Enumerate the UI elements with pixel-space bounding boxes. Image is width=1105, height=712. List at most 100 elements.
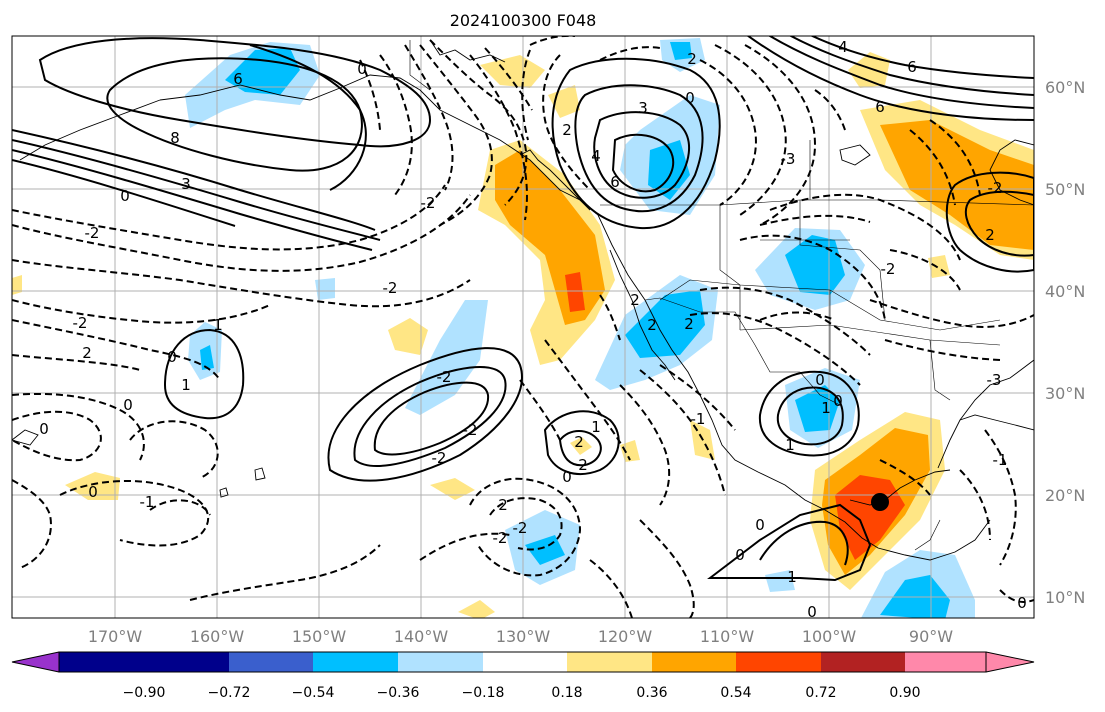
lon-label: 140°W (394, 627, 449, 646)
colorbar-frame (58, 651, 987, 673)
lat-label: 20°N (1045, 486, 1085, 505)
contour-label: 6 (875, 98, 885, 116)
contour-label: 3 (181, 175, 191, 193)
contour-label: 6 (233, 70, 243, 88)
contour-label: 0 (357, 60, 367, 78)
solid-contours (12, 36, 1034, 582)
colorbar-extend-low (12, 652, 59, 672)
contour-label: -2 (73, 314, 88, 332)
contour-label: 1 (787, 568, 797, 586)
contour-label: -1 (691, 410, 706, 428)
location-marker-dot (871, 493, 889, 511)
contour-label: 2 (574, 433, 584, 451)
colorbar-extend-outline (11, 651, 1035, 673)
contour-label: 0 (39, 420, 49, 438)
contour-label: 1 (785, 436, 795, 454)
contour-label: 2 (82, 344, 92, 362)
lat-label: 30°N (1045, 384, 1085, 403)
map-frame (11, 35, 1035, 619)
contour-label: 0 (562, 468, 572, 486)
contour-label: 4 (591, 147, 601, 165)
contour-label: 8 (170, 129, 180, 147)
lon-label: 160°W (190, 627, 245, 646)
longitude-labels: 170°W 160°W 150°W 140°W 130°W 120°W 110°… (88, 627, 953, 646)
map-area: 6 0 8 3 0 -2 -2 0 2 3 6 2 4 6 2 0 -3 2 -… (12, 36, 1034, 621)
contour-label: -2 (463, 421, 478, 439)
lat-label: 40°N (1045, 282, 1085, 301)
contour-label: 1 (821, 399, 831, 417)
contour-label: -1 (993, 451, 1008, 469)
colorbar-segment (821, 652, 905, 672)
coastlines (12, 39, 1034, 561)
contour-label: 0 (1017, 594, 1027, 612)
colorbar-tick-label: 0.90 (889, 685, 920, 701)
colorbar-tick-label: −0.36 (377, 685, 420, 701)
colorbar-tick-labels: −0.90 −0.72 −0.54 −0.36 −0.18 0.18 0.36 … (123, 685, 921, 701)
lat-label: 50°N (1045, 180, 1085, 199)
lon-label: 130°W (496, 627, 551, 646)
colorbar: −0.90 −0.72 −0.54 −0.36 −0.18 0.18 0.36 … (11, 651, 1035, 701)
colorbar-tick-label: −0.90 (123, 685, 166, 701)
contour-label: -2 (383, 279, 398, 297)
contour-label: 1 (181, 376, 191, 394)
lat-label: 10°N (1045, 588, 1085, 607)
contour-label: 1 (213, 316, 223, 334)
lon-label: 150°W (292, 627, 347, 646)
colorbar-tick-label: 0.54 (720, 685, 751, 701)
contour-label: 2 (578, 456, 588, 474)
contour-label: -1 (140, 493, 155, 511)
contour-label: 0 (735, 546, 745, 564)
map-title: 2024100300 F048 (450, 11, 597, 30)
colorbar-tick-label: −0.72 (208, 685, 251, 701)
contour-label: 0 (120, 187, 130, 205)
contour-labels: 6 0 8 3 0 -2 -2 0 2 3 6 2 4 6 2 0 -3 2 -… (39, 38, 1027, 621)
colorbar-tick-label: −0.18 (462, 685, 505, 701)
contour-label: 0 (123, 396, 133, 414)
contour-label: -3 (781, 150, 796, 168)
lon-label: 90°W (909, 627, 953, 646)
contour-label: 2 (647, 316, 657, 334)
contour-label: 0 (685, 89, 695, 107)
contour-label: -2 (988, 179, 1003, 197)
contour-label: -2 (881, 260, 896, 278)
contour-label: -2 (437, 368, 452, 386)
latitude-labels: 60°N 50°N 40°N 30°N 20°N 10°N (1045, 78, 1085, 607)
contour-label: 1 (591, 418, 601, 436)
lon-label: 120°W (598, 627, 653, 646)
contour-label: 0 (815, 371, 825, 389)
contour-label: 3 (638, 99, 648, 117)
lon-label: 100°W (802, 627, 857, 646)
contour-label: 0 (833, 392, 843, 410)
lon-label: 110°W (700, 627, 755, 646)
contour-label: -2 (432, 449, 447, 467)
contour-label: 0 (88, 483, 98, 501)
colorbar-segment (736, 652, 821, 672)
colorbar-segment (144, 652, 229, 672)
colorbar-segment (313, 652, 398, 672)
contour-label: -2 (493, 529, 508, 547)
colorbar-segment (483, 652, 567, 672)
colorbar-tick-label: 0.18 (551, 685, 582, 701)
contour-label: -3 (987, 371, 1002, 389)
colorbar-segment (229, 652, 313, 672)
contour-label: 2 (562, 121, 572, 139)
contour-label: 0 (167, 348, 177, 366)
lon-label: 170°W (88, 627, 143, 646)
contour-label: 0 (807, 603, 817, 621)
contour-label: 2 (630, 291, 640, 309)
contour-label: -2 (85, 224, 100, 242)
contour-label: 0 (755, 516, 765, 534)
contour-label: 2 (687, 50, 697, 68)
colorbar-tick-label: −0.54 (292, 685, 335, 701)
colorbar-tick-label: 0.36 (636, 685, 667, 701)
contour-label: 2 (684, 315, 694, 333)
colorbar-tick-label: 0.72 (805, 685, 836, 701)
lat-label: 60°N (1045, 78, 1085, 97)
colorbar-extend-high (986, 652, 1034, 672)
contour-label: 4 (838, 38, 848, 56)
colorbar-segment (652, 652, 736, 672)
contour-label: 6 (907, 58, 917, 76)
contour-label: 2 (498, 496, 508, 514)
contour-label: -2 (421, 194, 436, 212)
